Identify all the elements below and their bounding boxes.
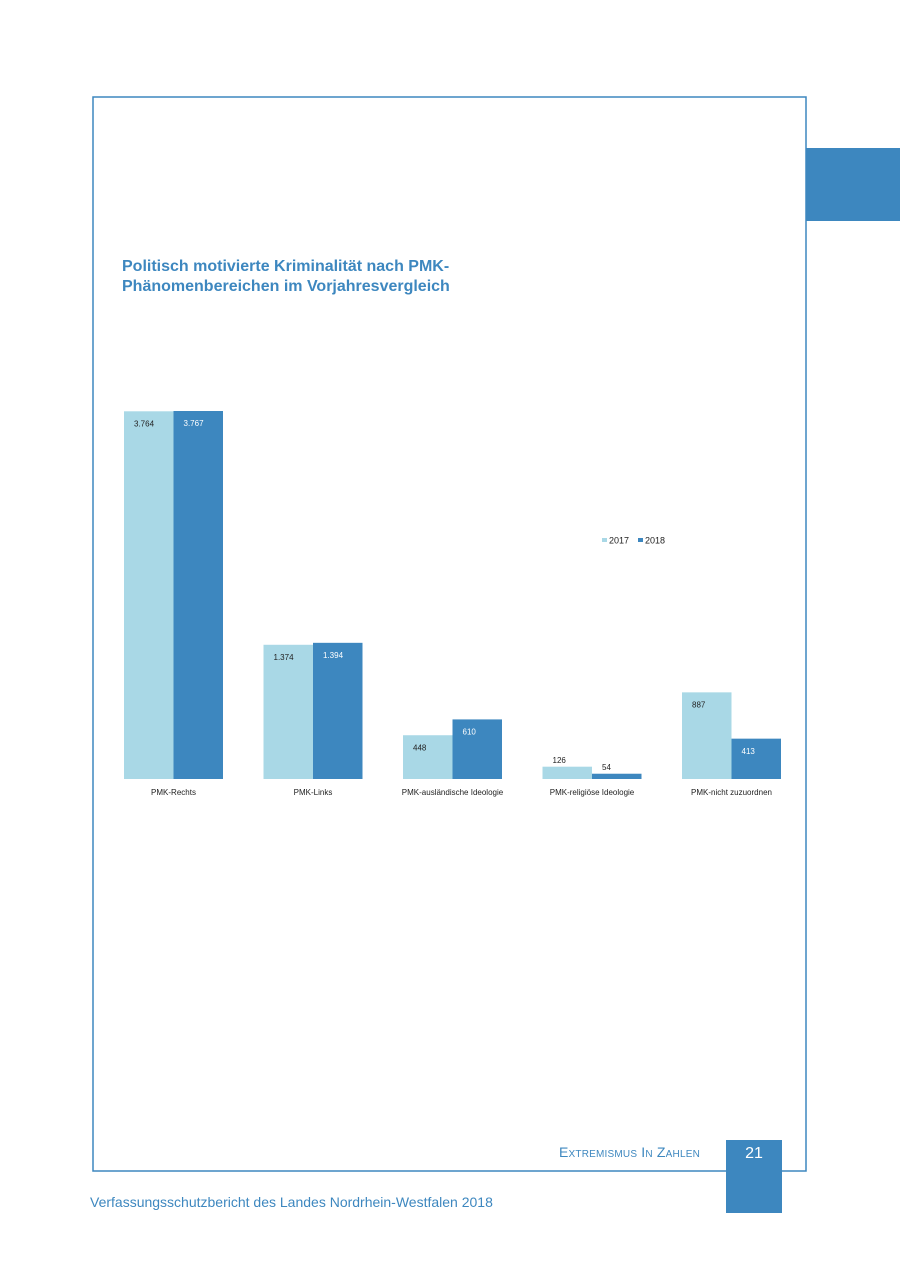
page-number: 21 [726, 1140, 782, 1213]
bar [682, 692, 732, 779]
bar [452, 719, 502, 779]
chart-title: Politisch motivierte Kriminalität nach P… [122, 258, 450, 295]
bar [542, 766, 592, 779]
value-label: 1.374 [274, 653, 295, 662]
legend-label: 2018 [645, 535, 665, 545]
x-tick-label: PMK-Rechts [151, 788, 196, 797]
bar [124, 411, 174, 779]
value-label: 887 [692, 700, 706, 709]
footer: Verfassungsschutzbericht des Landes Nord… [90, 1194, 493, 1210]
bar [313, 642, 363, 779]
legend-swatch [602, 538, 607, 542]
value-label: 126 [553, 756, 567, 765]
value-label: 413 [742, 747, 756, 756]
bar [592, 773, 642, 779]
x-tick-label: PMK-nicht zuzuordnen [691, 788, 772, 797]
value-label: 610 [463, 728, 477, 737]
bar [731, 738, 781, 779]
bar [173, 411, 223, 779]
page-frame [92, 96, 807, 1172]
x-tick-label: PMK-religiöse Ideologie [550, 788, 635, 797]
bar [403, 735, 453, 779]
value-label: 3.764 [134, 419, 155, 428]
x-tick-label: PMK-Links [294, 788, 333, 797]
x-tick-label: PMK-ausländische Ideologie [402, 788, 504, 797]
value-label: 448 [413, 743, 427, 752]
value-label: 54 [602, 763, 611, 772]
value-label: 3.767 [184, 419, 205, 428]
section-label: Extremismus In Zahlen [559, 1144, 700, 1160]
value-label: 1.394 [323, 651, 344, 660]
bar [263, 644, 313, 779]
legend-label: 2017 [609, 535, 629, 545]
side-tab [806, 148, 900, 221]
legend-swatch [638, 538, 643, 542]
